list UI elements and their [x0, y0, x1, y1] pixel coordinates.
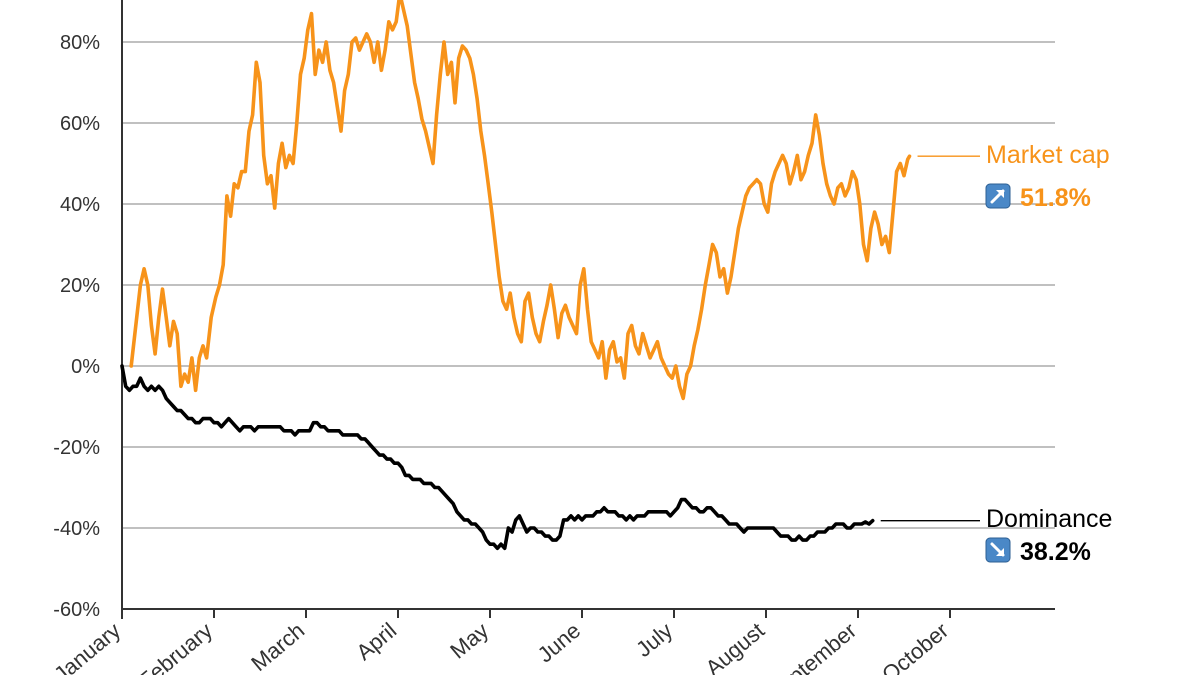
arrow-down-right-icon	[985, 537, 1011, 563]
x-tick-label: August	[701, 618, 770, 675]
arrow-up-right-icon	[985, 183, 1011, 209]
x-tick-label: June	[533, 618, 586, 668]
series-name-label: Market cap	[986, 141, 1110, 169]
y-tick-label: 0%	[71, 356, 100, 378]
y-tick-label: -40%	[53, 518, 100, 540]
y-tick-label: -60%	[53, 599, 100, 621]
series-lines	[120, 0, 912, 551]
series-end-value: 51.8%	[1020, 184, 1091, 212]
gridlines	[122, 41, 1055, 610]
series-name-label: Dominance	[986, 505, 1112, 533]
y-axis-tick-labels: 80% 60% 40% 20% 0% -20% -40% -60%	[53, 32, 100, 621]
y-tick-label: 80%	[60, 32, 100, 54]
y-tick-label: -20%	[53, 437, 100, 459]
x-tick-label: April	[351, 618, 401, 665]
x-tick-label: July	[631, 618, 677, 662]
x-axis-tick-marks	[121, 609, 951, 618]
y-tick-label: 40%	[60, 194, 100, 216]
x-tick-label: May	[445, 618, 493, 664]
x-tick-label: March	[246, 618, 309, 675]
series-line-market-cap	[129, 0, 912, 401]
x-axis-tick-labels: January February March April May June July Augu…	[49, 618, 953, 675]
y-tick-label: 60%	[60, 113, 100, 135]
series-line-dominance	[120, 364, 875, 551]
series-end-labels: Market cap 51.8% Dominance 38.2%	[880, 141, 1112, 566]
x-tick-label: October	[877, 618, 953, 675]
x-tick-label: September	[763, 618, 862, 675]
series-end-value: 38.2%	[1020, 538, 1091, 566]
x-tick-label: January	[49, 618, 125, 675]
y-tick-label: 20%	[60, 275, 100, 297]
x-tick-label: February	[134, 618, 218, 675]
